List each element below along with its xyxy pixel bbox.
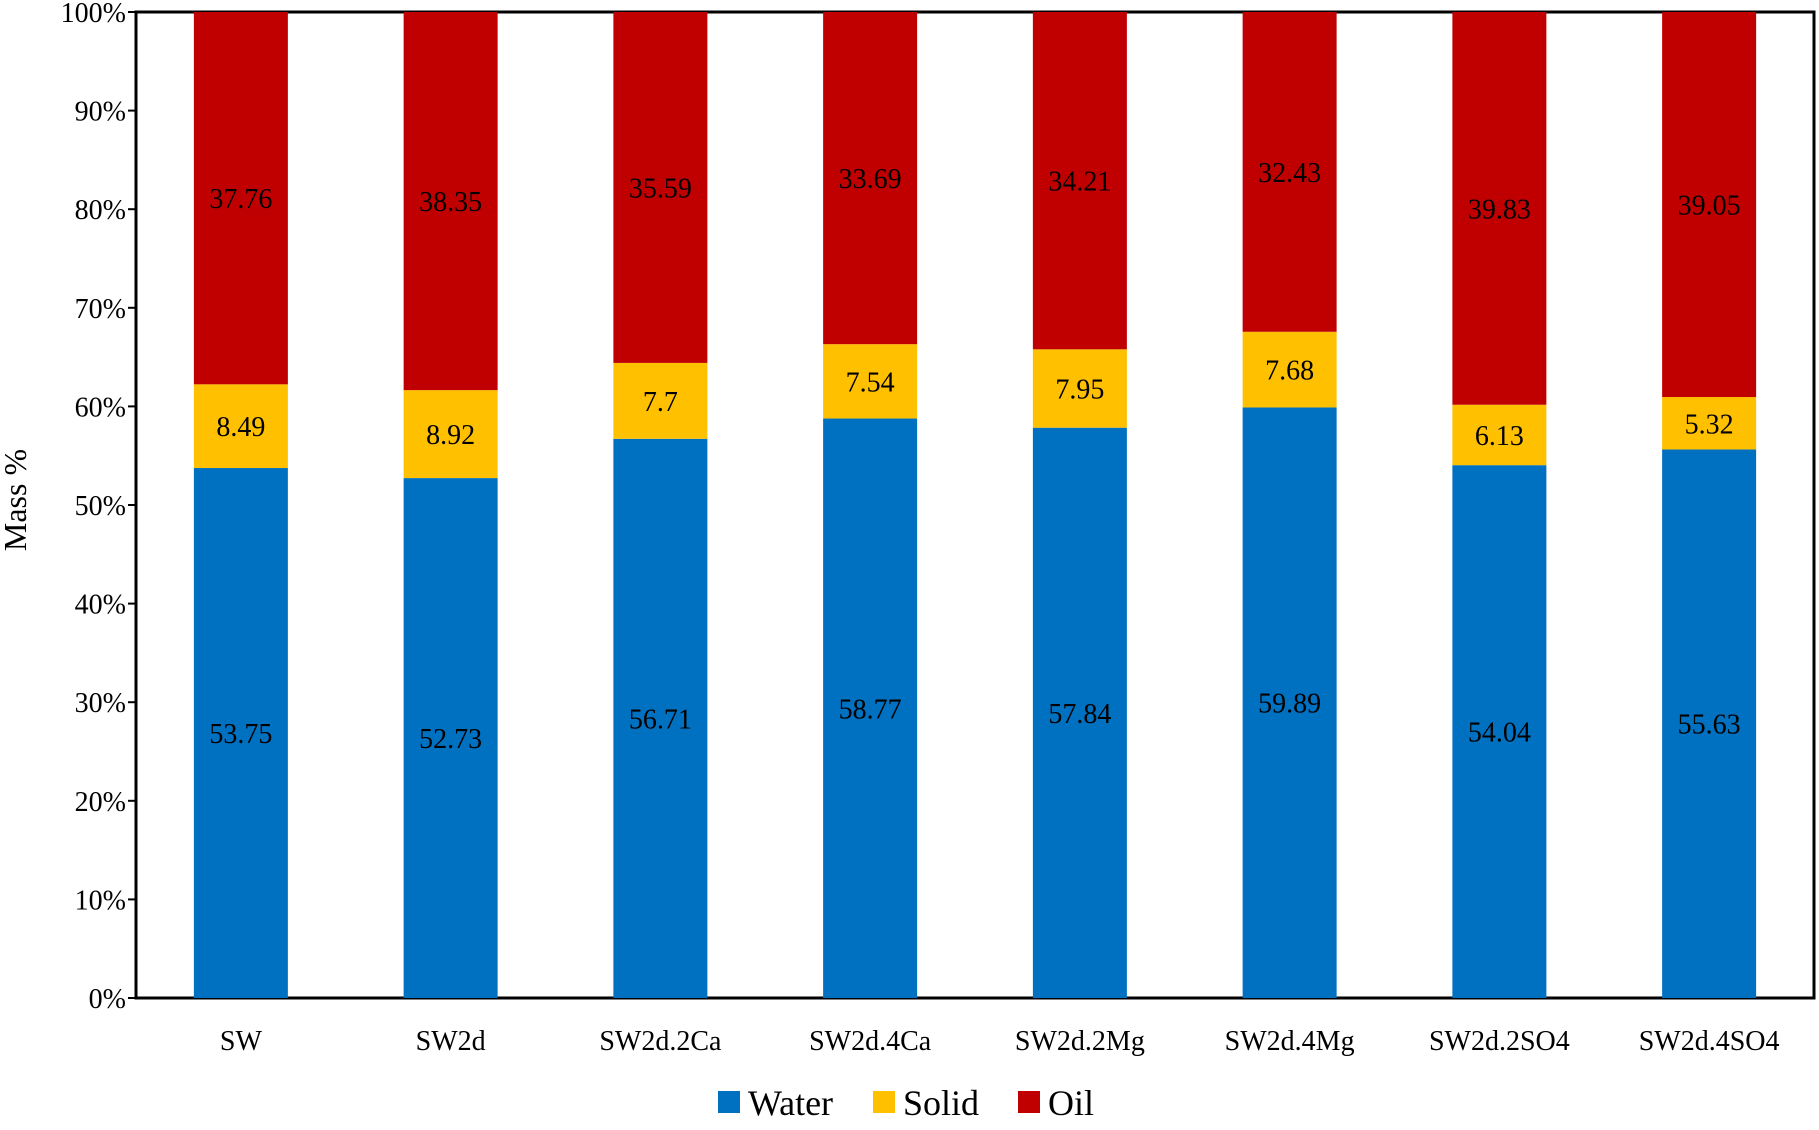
x-axis: SW SW2d SW2d.2Ca SW2d.4Ca SW2d.2Mg SW2d.4Mg SW… bbox=[220, 1026, 1780, 1057]
bar-water bbox=[823, 418, 918, 998]
bar-oil bbox=[1032, 12, 1127, 350]
data-label-oil: 32.43 bbox=[1258, 158, 1321, 189]
data-label-oil: 34.21 bbox=[1048, 167, 1111, 198]
bar-solid bbox=[823, 344, 918, 419]
x-tick-label: SW2d bbox=[416, 1026, 486, 1057]
data-label-oil: 37.76 bbox=[209, 184, 272, 215]
y-tick-label: 90% bbox=[75, 97, 126, 128]
data-label-oil: 33.69 bbox=[839, 164, 902, 195]
data-label-solid: 7.54 bbox=[846, 367, 895, 398]
bar-water bbox=[403, 478, 498, 998]
bar-oil bbox=[1242, 12, 1337, 332]
bar-water bbox=[1662, 449, 1757, 999]
bar-solid bbox=[193, 384, 288, 469]
data-label-water: 54.04 bbox=[1468, 718, 1531, 749]
x-tick-label: SW bbox=[220, 1026, 263, 1057]
y-tick-label: 40% bbox=[75, 590, 126, 621]
data-label-solid: 6.13 bbox=[1475, 421, 1524, 452]
y-tick-label: 30% bbox=[75, 688, 126, 719]
y-tick-label: 0% bbox=[89, 984, 126, 1015]
bar-solid bbox=[403, 390, 498, 479]
legend: Water Solid Oil bbox=[718, 1083, 1094, 1123]
legend-label-oil: Oil bbox=[1048, 1083, 1094, 1123]
x-tick-label: SW2d.4Ca bbox=[809, 1026, 932, 1057]
legend-swatch-solid bbox=[873, 1091, 895, 1113]
bar-water bbox=[193, 468, 288, 998]
data-label-solid: 7.95 bbox=[1055, 375, 1104, 406]
legend-label-water: Water bbox=[748, 1083, 833, 1123]
bar-oil bbox=[613, 12, 708, 363]
x-tick-label: SW2d.2Ca bbox=[599, 1026, 722, 1057]
legend-label-solid: Solid bbox=[903, 1083, 979, 1123]
plot-border bbox=[134, 10, 1816, 1000]
bar-oil bbox=[403, 12, 498, 391]
y-tick-label: 80% bbox=[75, 195, 126, 226]
bar-water bbox=[613, 438, 708, 999]
bar-solid bbox=[1452, 404, 1547, 466]
data-label-water: 58.77 bbox=[839, 694, 902, 725]
bar-solid bbox=[1032, 349, 1127, 428]
y-axis-title: Mass % bbox=[0, 449, 33, 551]
legend-swatch-water bbox=[718, 1091, 740, 1113]
plot-area bbox=[134, 10, 1816, 1000]
bar-oil bbox=[1452, 12, 1547, 405]
data-label-oil: 39.05 bbox=[1678, 191, 1741, 222]
bar-water bbox=[1032, 427, 1127, 998]
bar-water bbox=[1452, 465, 1547, 998]
data-label-water: 57.84 bbox=[1048, 699, 1111, 730]
y-tick-label: 60% bbox=[75, 392, 126, 423]
data-label-water: 59.89 bbox=[1258, 689, 1321, 720]
data-label-water: 55.63 bbox=[1678, 710, 1741, 741]
bar-solid bbox=[1662, 397, 1757, 450]
data-label-solid: 7.68 bbox=[1265, 356, 1314, 387]
data-label-oil: 35.59 bbox=[629, 173, 692, 204]
data-label-solid: 8.92 bbox=[426, 420, 475, 451]
bar-solid bbox=[613, 362, 708, 439]
x-tick-label: SW2d.2SO4 bbox=[1429, 1026, 1570, 1057]
data-label-water: 52.73 bbox=[419, 724, 482, 755]
data-label-water: 56.71 bbox=[629, 704, 692, 735]
x-tick-label: SW2d.4SO4 bbox=[1639, 1026, 1780, 1057]
bar-oil bbox=[823, 12, 918, 345]
bar-oil bbox=[193, 12, 288, 385]
y-tick-label: 20% bbox=[75, 787, 126, 818]
data-label-oil: 38.35 bbox=[419, 187, 482, 218]
data-label-solid: 8.49 bbox=[216, 412, 265, 443]
bar-oil bbox=[1662, 12, 1757, 398]
y-axis: 0% 10% 20% 30% 40% 50% 60% 70% 80% 90% 100% bbox=[61, 0, 136, 1015]
bar-solid bbox=[1242, 331, 1337, 408]
y-tick-label: 10% bbox=[75, 885, 126, 916]
x-tick-label: SW2d.2Mg bbox=[1015, 1026, 1145, 1057]
data-label-solid: 5.32 bbox=[1685, 409, 1734, 440]
data-label-oil: 39.83 bbox=[1468, 194, 1531, 225]
bar-series: 53.75 8.49 37.76 52.73 8.92 38.35 56.71 7.7 35.5… bbox=[193, 12, 1757, 999]
legend-swatch-oil bbox=[1018, 1091, 1040, 1113]
data-label-solid: 7.7 bbox=[643, 387, 678, 418]
x-tick-label: SW2d.4Mg bbox=[1225, 1026, 1355, 1057]
bar-water bbox=[1242, 407, 1337, 998]
y-tick-label: 100% bbox=[61, 0, 126, 29]
y-tick-label: 50% bbox=[75, 491, 126, 522]
data-label-water: 53.75 bbox=[209, 719, 272, 750]
y-tick-label: 70% bbox=[75, 294, 126, 325]
